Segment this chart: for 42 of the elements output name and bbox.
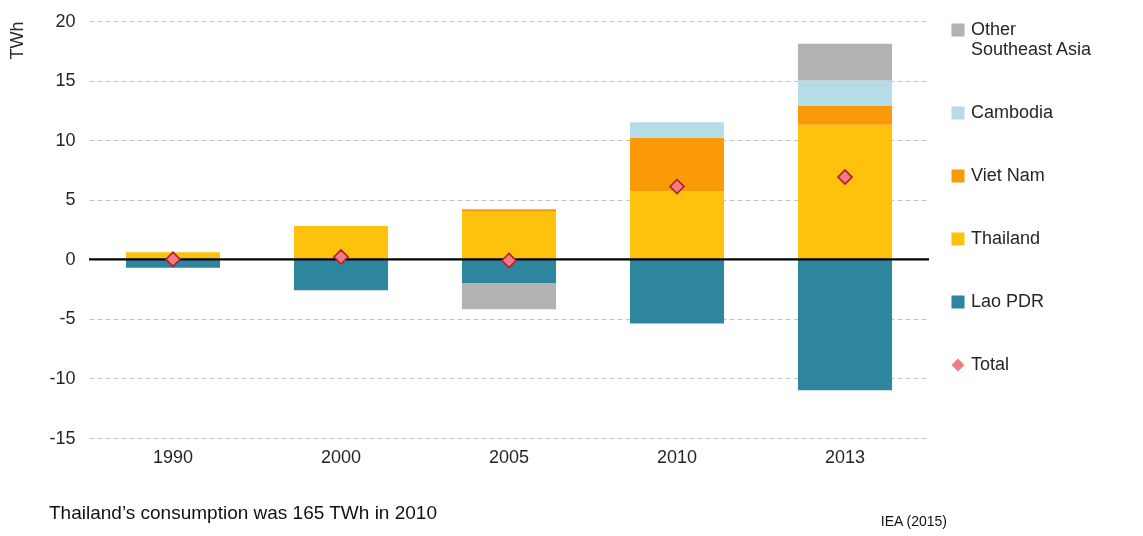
point: [837, 169, 853, 185]
bar: [629, 191, 725, 260]
bar: [629, 259, 725, 324]
x-tick-label: 1990: [152, 446, 194, 467]
x-tick-label: 2010: [656, 446, 698, 467]
legend-label: Thailand: [971, 228, 1041, 248]
bar: [629, 137, 725, 192]
y-tick-label: 5: [65, 189, 76, 210]
point: [501, 252, 517, 269]
y-tick-label: 20: [55, 10, 76, 31]
legend-label: Total: [971, 354, 1010, 374]
text: Thailand’s consumption was 165 TWh in 2010: [49, 502, 437, 523]
bar: [629, 122, 725, 138]
text: IEA (2015): [880, 513, 947, 529]
legend-label: Cambodia: [971, 102, 1055, 122]
point: [165, 251, 181, 268]
point: [333, 249, 349, 265]
legend-label: Lao PDR: [971, 291, 1045, 311]
y-tick-label: -10: [49, 367, 76, 388]
bar: [461, 209, 557, 212]
y-tick-label: 0: [65, 248, 76, 269]
bar: [461, 283, 557, 310]
x-tick-label: 2000: [320, 446, 362, 467]
bar: [797, 124, 893, 260]
y-tick-label: 10: [55, 129, 76, 150]
bar: [797, 43, 893, 81]
bar: [293, 225, 389, 260]
point: [669, 178, 685, 195]
bar: [293, 259, 389, 291]
legend-label: Viet Nam: [971, 165, 1045, 185]
y-tick-label: -15: [49, 427, 76, 448]
bar: [797, 105, 893, 125]
legend-label: Other Southeast Asia: [971, 19, 1093, 59]
y-tick-label: -5: [59, 308, 76, 329]
y-tick-label: 15: [55, 70, 76, 91]
bar: [461, 211, 557, 260]
x-tick-label: 2013: [824, 446, 866, 467]
y-axis-title: TWh: [7, 21, 28, 60]
bar: [797, 80, 893, 106]
bar: [461, 259, 557, 284]
x-tick-label: 2005: [488, 446, 530, 467]
bar: [797, 259, 893, 391]
